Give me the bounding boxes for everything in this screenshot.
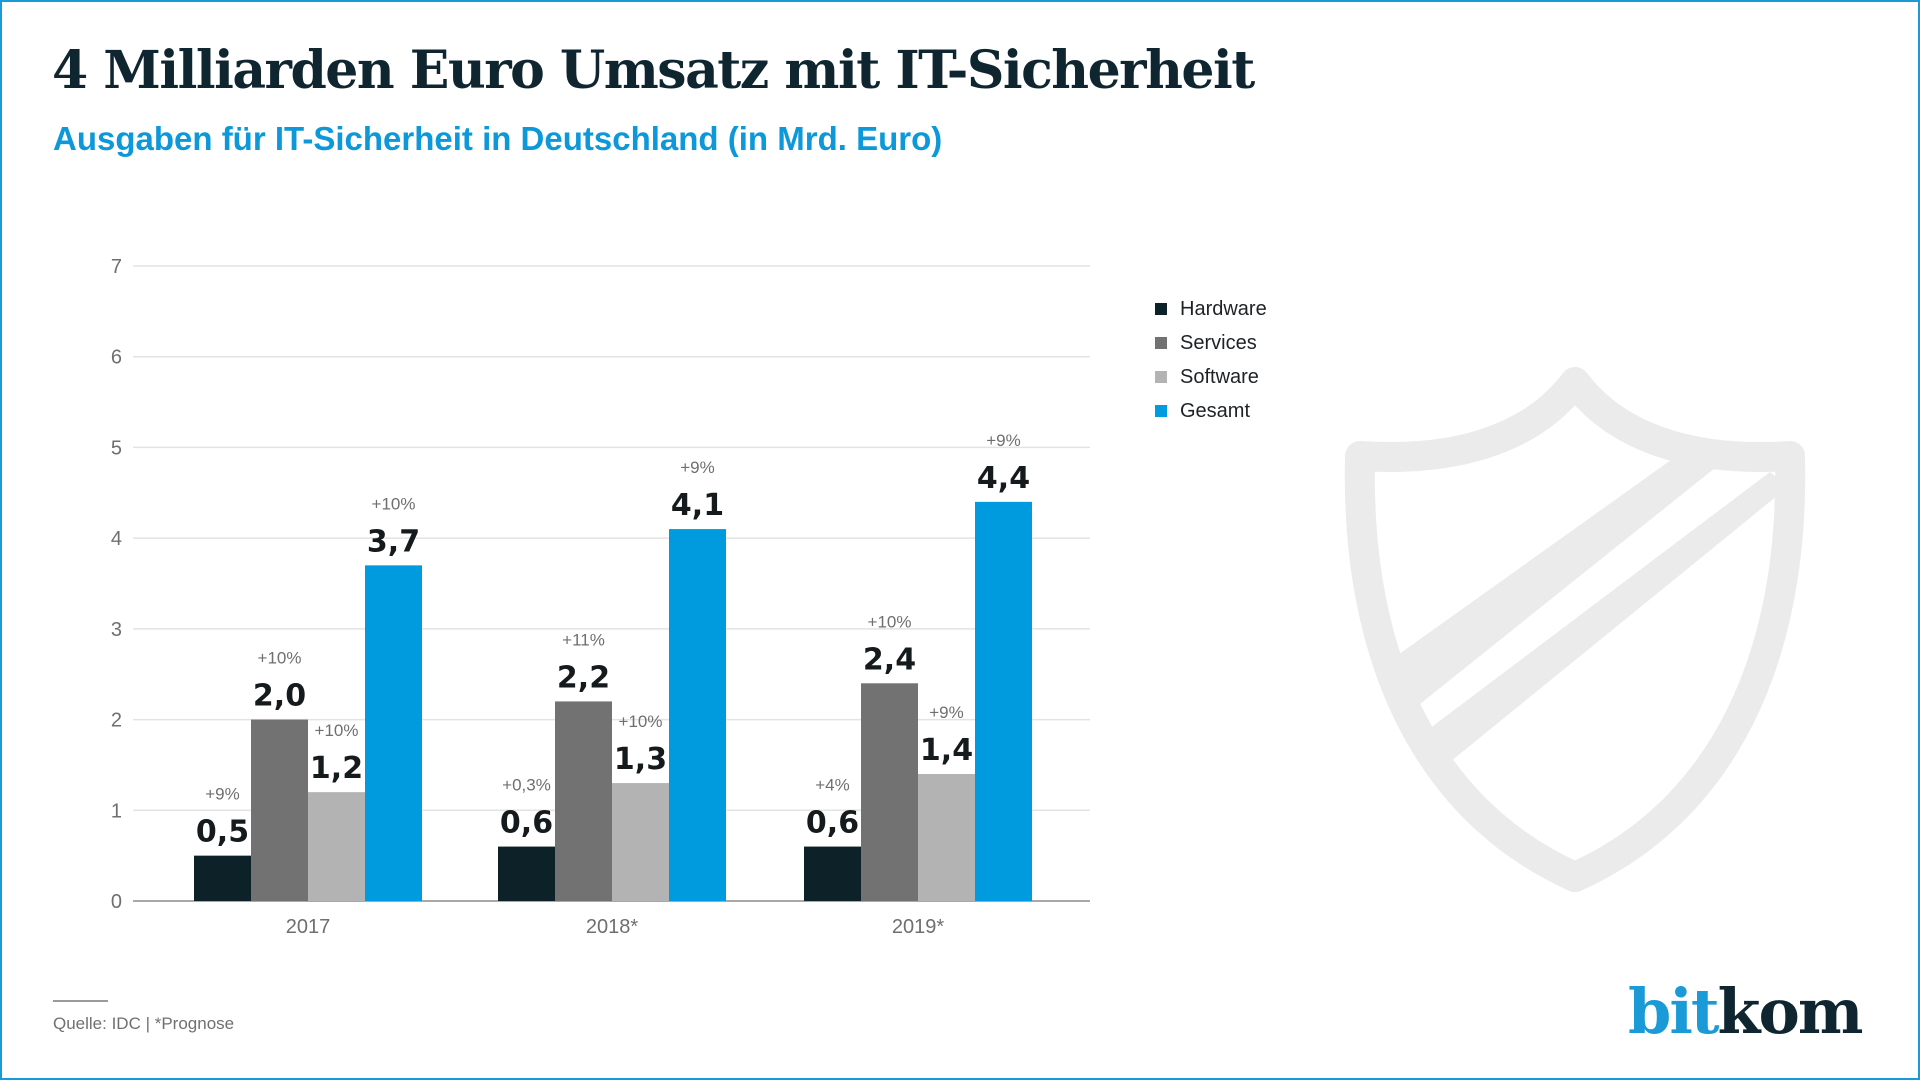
value-label: 2,2: [557, 660, 610, 695]
value-label: 2,0: [253, 679, 306, 714]
legend-item-services: Services: [1155, 326, 1267, 360]
bar-software-2017: [308, 792, 365, 901]
change-label: +9%: [205, 785, 240, 804]
value-label: 4,4: [977, 461, 1030, 496]
change-label: +11%: [562, 630, 605, 649]
y-axis-ticks: 0 1 2 3 4 5 6 7: [111, 256, 122, 913]
source-note: Quelle: IDC | *Prognose: [53, 1014, 235, 1033]
value-label: 1,2: [310, 751, 363, 786]
legend-label: Services: [1180, 331, 1257, 354]
y-tick-label: 2: [111, 710, 122, 732]
chart-subtitle: Ausgaben für IT-Sicherheit in Deutschlan…: [53, 120, 943, 157]
change-label: +9%: [680, 458, 715, 477]
y-tick-label: 7: [111, 256, 122, 278]
value-label: 3,7: [367, 524, 420, 559]
legend-swatch: [1155, 405, 1167, 417]
legend-item-software: Software: [1155, 360, 1267, 394]
value-label: 1,4: [920, 733, 973, 768]
bar-software-2018: [612, 783, 669, 901]
value-label: 0,5: [196, 815, 249, 850]
legend-label: Gesamt: [1180, 399, 1251, 422]
change-label: +0,3%: [502, 776, 551, 795]
value-label: 1,3: [614, 742, 667, 777]
bars: [194, 501, 1032, 901]
value-label: 0,6: [500, 806, 553, 841]
x-axis-labels: 2017 2018* 2019*: [286, 916, 945, 938]
bar-services-2019: [861, 683, 918, 901]
bar-gesamt-2018: [669, 529, 726, 901]
y-tick-label: 3: [111, 619, 122, 641]
x-category-label: 2017: [286, 916, 331, 938]
bar-hardware-2019: [804, 846, 861, 901]
bar-hardware-2017: [194, 855, 251, 901]
y-tick-label: 1: [111, 800, 122, 822]
page-title: 4 Milliarden Euro Umsatz mit IT-Sicherhe…: [52, 40, 1255, 101]
y-tick-label: 5: [111, 437, 122, 459]
logo-part-kom: kom: [1717, 975, 1864, 1048]
change-label: +9%: [986, 431, 1021, 450]
legend: Hardware Services Software Gesamt: [1155, 292, 1267, 428]
bar-gesamt-2017: [365, 565, 422, 901]
x-category-label: 2018*: [586, 916, 638, 938]
x-category-label: 2019*: [892, 916, 944, 938]
change-label: +4%: [815, 776, 850, 795]
change-label: +10%: [372, 494, 416, 513]
y-tick-label: 6: [111, 347, 122, 369]
change-label: +10%: [258, 649, 302, 668]
legend-item-gesamt: Gesamt: [1155, 394, 1267, 428]
value-label: 2,4: [863, 642, 916, 677]
bitkom-logo: bitkom: [1628, 975, 1864, 1048]
footer-divider: [53, 1000, 108, 1002]
legend-label: Software: [1180, 365, 1259, 388]
value-label: 0,6: [806, 806, 859, 841]
change-label: +10%: [315, 721, 359, 740]
bar-services-2018: [555, 701, 612, 901]
y-tick-label: 4: [111, 528, 122, 550]
y-tick-label: 0: [111, 891, 122, 913]
legend-swatch: [1155, 371, 1167, 383]
legend-swatch: [1155, 303, 1167, 315]
legend-swatch: [1155, 337, 1167, 349]
legend-item-hardware: Hardware: [1155, 292, 1267, 326]
legend-label: Hardware: [1180, 297, 1267, 320]
data-labels: 0,5 +9% 0,6 +0,3% 0,6 +4% 2,0 +10% 2,2 +11% 2,4 +10…: [196, 431, 1030, 850]
shield-icon: [1344, 367, 1806, 892]
bar-services-2017: [251, 719, 308, 901]
change-label: +10%: [868, 612, 912, 631]
bar-gesamt-2019: [975, 501, 1032, 901]
change-label: +9%: [929, 703, 964, 722]
logo-part-bit: bit: [1628, 975, 1720, 1048]
bar-software-2019: [918, 774, 975, 901]
bar-hardware-2018: [498, 846, 555, 901]
change-label: +10%: [619, 712, 663, 731]
value-label: 4,1: [671, 488, 724, 523]
